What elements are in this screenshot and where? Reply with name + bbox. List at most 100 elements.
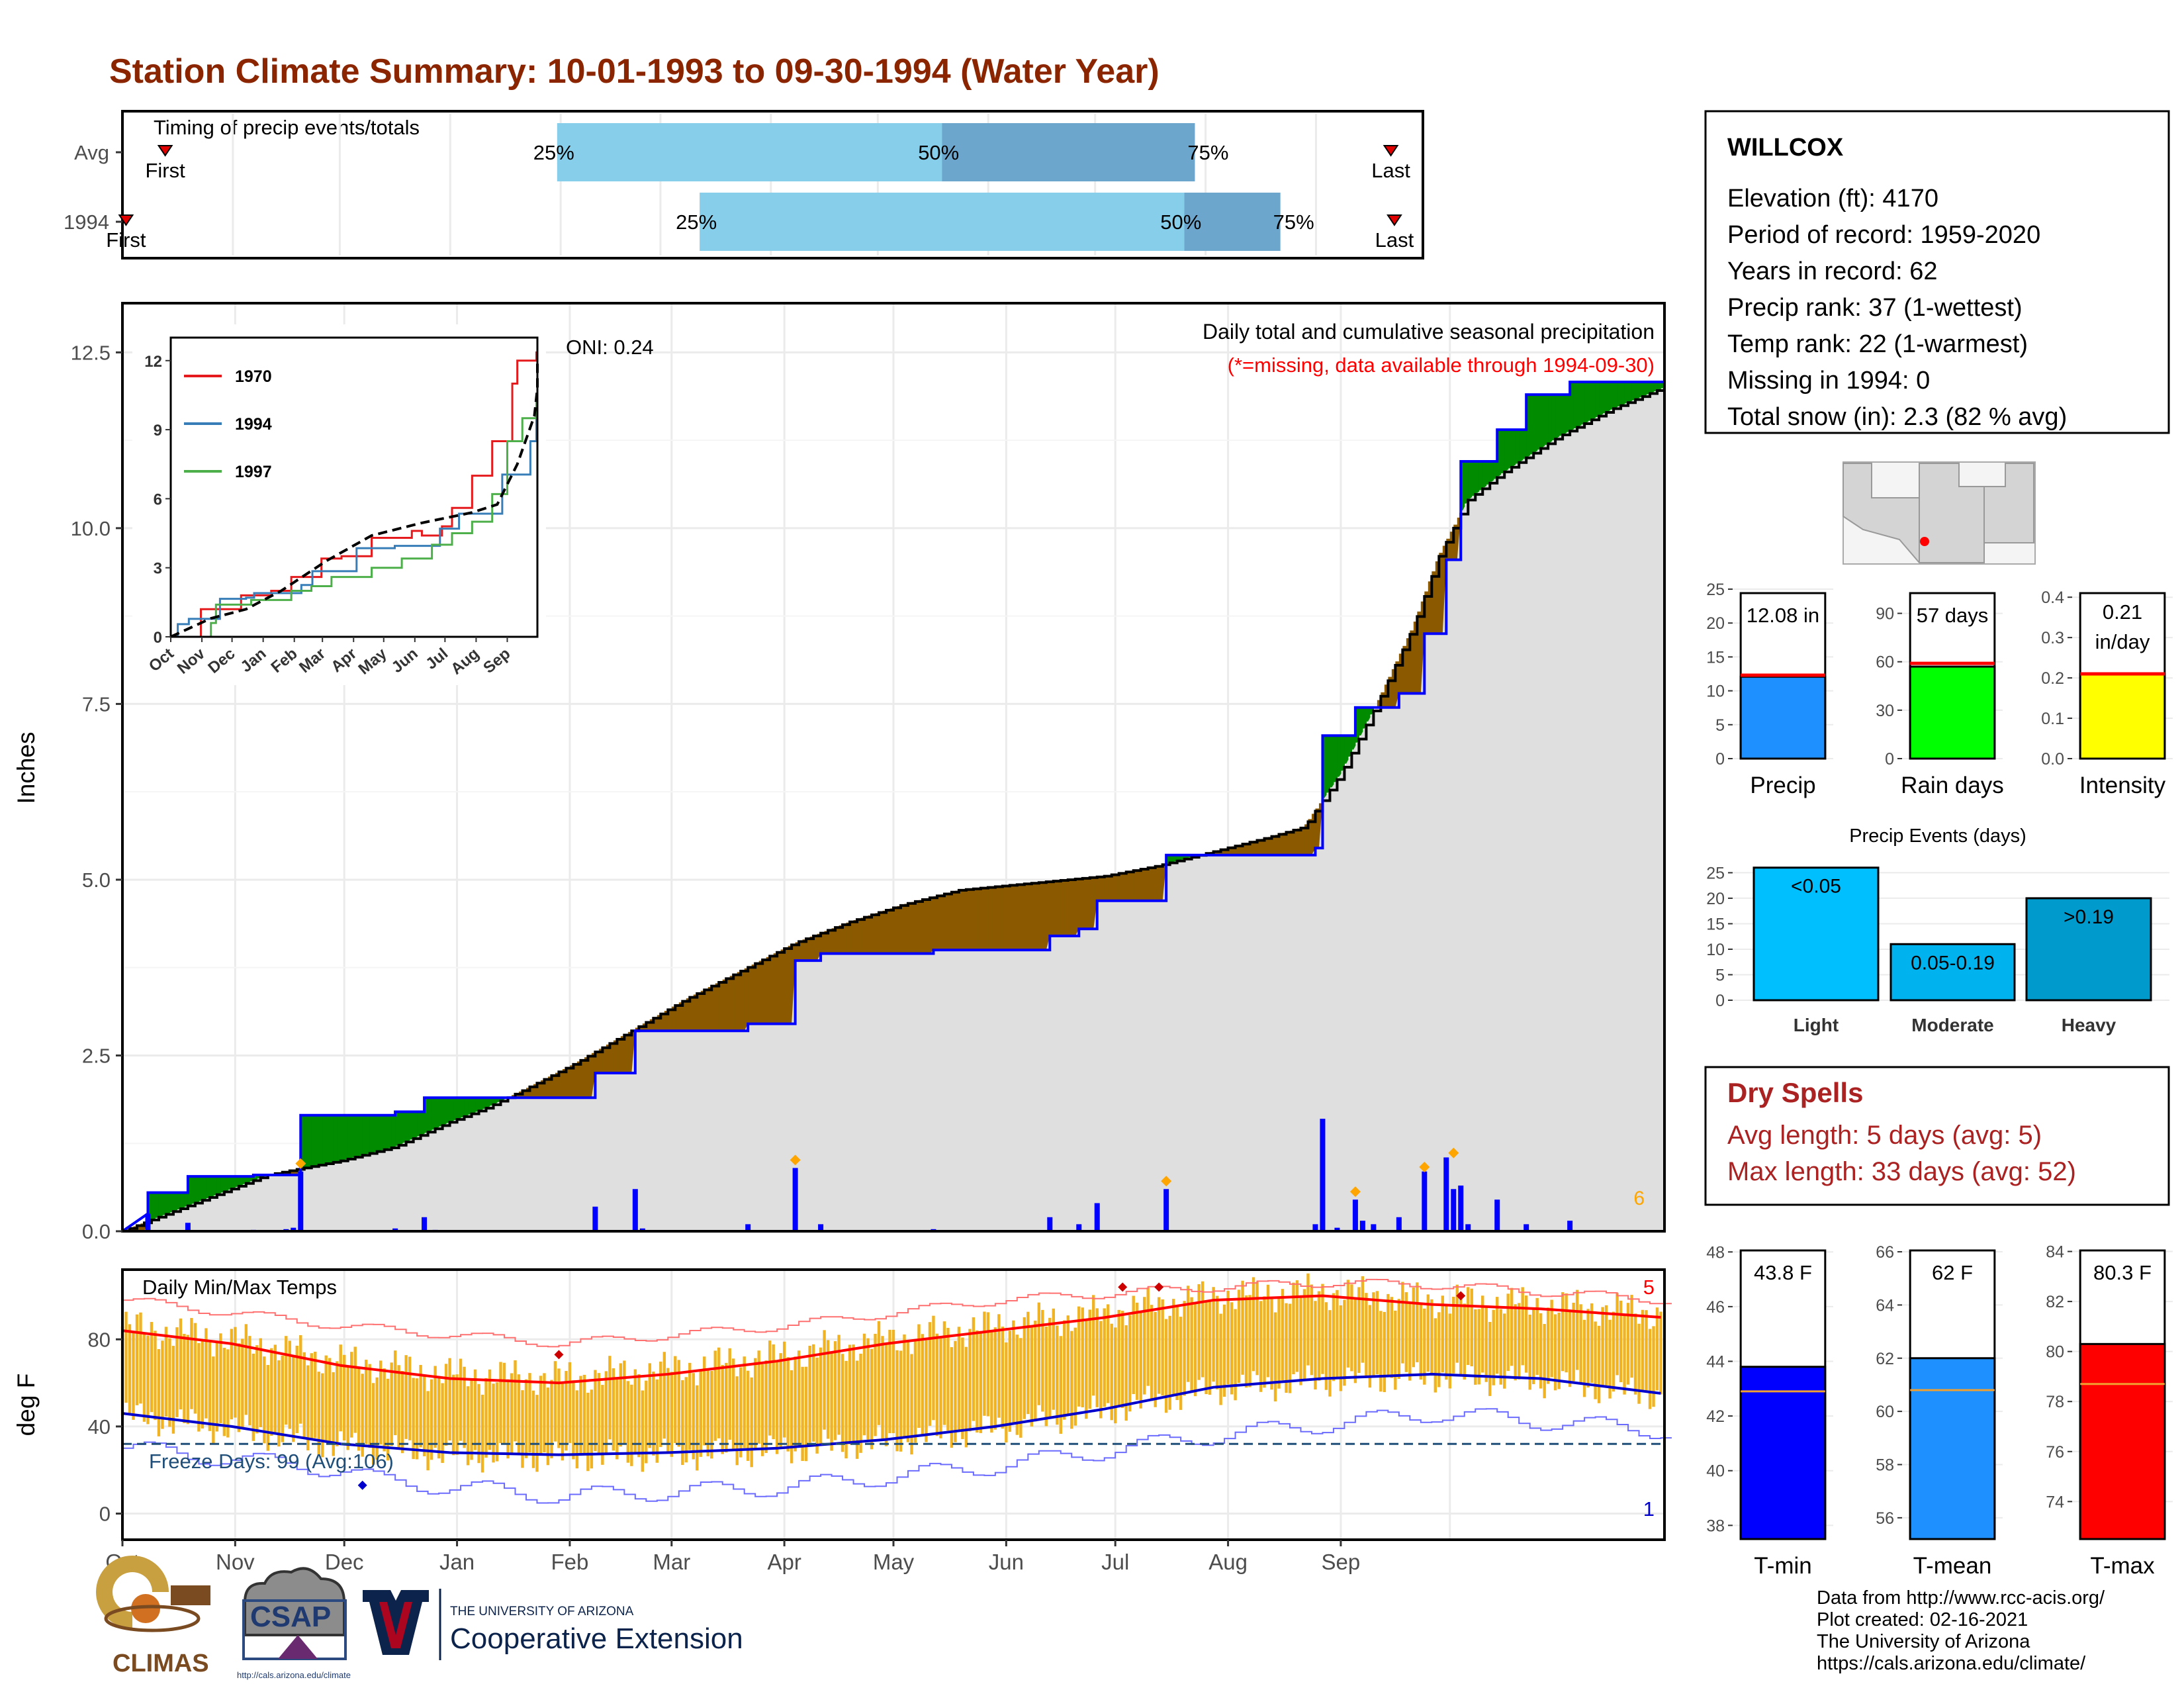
record-high-marker	[1154, 1282, 1164, 1292]
precip-diff-fill	[1617, 381, 1621, 406]
precip-diff-fill	[300, 1115, 305, 1168]
daily-temp-bar	[1019, 1338, 1023, 1438]
precip-diff-fill	[151, 1192, 156, 1219]
precip-diff-fill	[304, 1115, 308, 1168]
precip-diff-fill	[864, 916, 869, 954]
precip-diff-fill	[686, 998, 690, 1031]
daily-precip-bar	[818, 1224, 824, 1231]
extreme-precip-marker	[1448, 1147, 1459, 1158]
daily-temp-bar	[648, 1363, 652, 1448]
daily-temp-bar	[1430, 1299, 1433, 1376]
daily-temp-bar	[968, 1329, 972, 1432]
precip-diff-fill	[1046, 881, 1050, 951]
daily-temp-bar	[1201, 1281, 1205, 1378]
precip-diff-fill	[860, 917, 865, 954]
precip-diff-fill	[1592, 381, 1596, 419]
daily-temp-bar	[910, 1354, 913, 1455]
precip-diff-fill	[1464, 461, 1469, 504]
daily-temp-bar	[666, 1368, 670, 1454]
precip-diff-fill	[690, 996, 694, 1031]
precip-diff-fill	[893, 907, 898, 954]
daily-temp-bar	[1121, 1311, 1124, 1409]
y-tick-label: 82	[2046, 1293, 2064, 1311]
daily-temp-bar	[1124, 1325, 1128, 1421]
precip-diff-fill	[1089, 877, 1094, 929]
events-title: Precip Events (days)	[1849, 825, 2026, 847]
daily-temp-bar	[1044, 1326, 1048, 1427]
first-marker	[157, 145, 173, 157]
daily-precip-bar	[1422, 1171, 1428, 1231]
daily-temp-bar	[1306, 1273, 1310, 1366]
daily-temp-bar	[241, 1338, 244, 1429]
precip-chart-title: Daily total and cumulative seasonal prec…	[1203, 320, 1655, 344]
daily-temp-bar	[612, 1368, 615, 1451]
climas-logo: CLIMAS	[96, 1556, 210, 1677]
daily-temp-bar	[1572, 1302, 1575, 1382]
precip-diff-fill	[1086, 878, 1091, 929]
y-tick-label: 0	[1715, 992, 1725, 1010]
precip-diff-fill	[1071, 879, 1076, 936]
daily-temp-bar	[328, 1358, 332, 1444]
precip-diff-fill	[1471, 461, 1476, 496]
daily-precip-bar	[1465, 1224, 1471, 1231]
daily-temp-bar	[866, 1338, 870, 1440]
daily-temp-bar	[1383, 1311, 1387, 1393]
daily-temp-bar	[1175, 1305, 1179, 1400]
daily-temp-bar	[1535, 1297, 1539, 1376]
daily-temp-bar	[615, 1378, 619, 1460]
station-line: Period of record: 1959-2020	[1727, 221, 2040, 249]
precip-diff-fill	[544, 1078, 549, 1098]
daily-temp-bar	[797, 1350, 801, 1446]
precip-diff-fill	[453, 1098, 458, 1121]
record-low-marker	[357, 1480, 367, 1490]
y-tick-label: 20	[1706, 890, 1725, 908]
daily-temp-bar	[1146, 1288, 1150, 1386]
precip-diff-fill	[1544, 395, 1549, 445]
daily-temp-bar	[1612, 1311, 1615, 1392]
precip-diff-fill	[1152, 867, 1156, 901]
daily-temp-bar	[205, 1328, 208, 1419]
precip-diff-fill	[1563, 395, 1567, 434]
precip-diff-fill	[1351, 735, 1356, 750]
station-line: Total snow (in): 2.3 (82 % avg)	[1727, 403, 2067, 431]
y-tick-label: 2.5	[82, 1044, 111, 1067]
precip-diff-fill	[1377, 700, 1381, 708]
precip-diff-fill	[711, 985, 716, 1031]
precip-diff-fill	[1075, 878, 1079, 936]
precip-diff-fill	[1264, 837, 1269, 855]
precip-diff-fill	[748, 966, 752, 1024]
precip-diff-fill	[664, 1011, 668, 1031]
precip-diff-fill	[828, 929, 833, 954]
daily-temp-bar	[1273, 1312, 1277, 1402]
daily-temp-bar	[270, 1348, 273, 1436]
precip-diff-fill	[1289, 830, 1295, 855]
daily-precip-bar	[1494, 1199, 1500, 1231]
daily-temp-bar	[1234, 1309, 1237, 1401]
daily-temp-bar	[528, 1373, 531, 1453]
precip-diff-fill	[1282, 833, 1287, 855]
precip-diff-fill	[729, 976, 734, 1031]
y-tick-label: 10	[1706, 941, 1725, 959]
precip-diff-fill	[1333, 735, 1338, 782]
daily-temp-bar	[175, 1327, 179, 1417]
daily-temp-bar	[782, 1341, 786, 1438]
precip-diff-fill	[1104, 876, 1109, 901]
precip-diff-fill	[1297, 828, 1302, 855]
daily-temp-bar	[412, 1378, 415, 1460]
daily-temp-bar	[877, 1321, 881, 1425]
precip-diff-fill	[678, 1002, 683, 1031]
daily-temp-bar	[993, 1327, 997, 1430]
precip-diff-fill	[1398, 653, 1403, 694]
precip-diff-fill	[355, 1115, 359, 1157]
daily-temp-bar	[285, 1336, 288, 1425]
daily-temp-bar	[1615, 1293, 1619, 1376]
daily-temp-bar	[1426, 1294, 1430, 1372]
precip-diff-fill	[591, 1053, 596, 1098]
precip-diff-fill	[1271, 835, 1276, 855]
daily-precip-bar	[1047, 1217, 1053, 1231]
daily-temp-bar	[1048, 1317, 1052, 1419]
daily-temp-bar	[521, 1390, 524, 1468]
y-tick-label: 5	[1715, 716, 1725, 735]
daily-temp-bar	[1350, 1284, 1353, 1372]
precip-diff-fill	[180, 1192, 185, 1208]
